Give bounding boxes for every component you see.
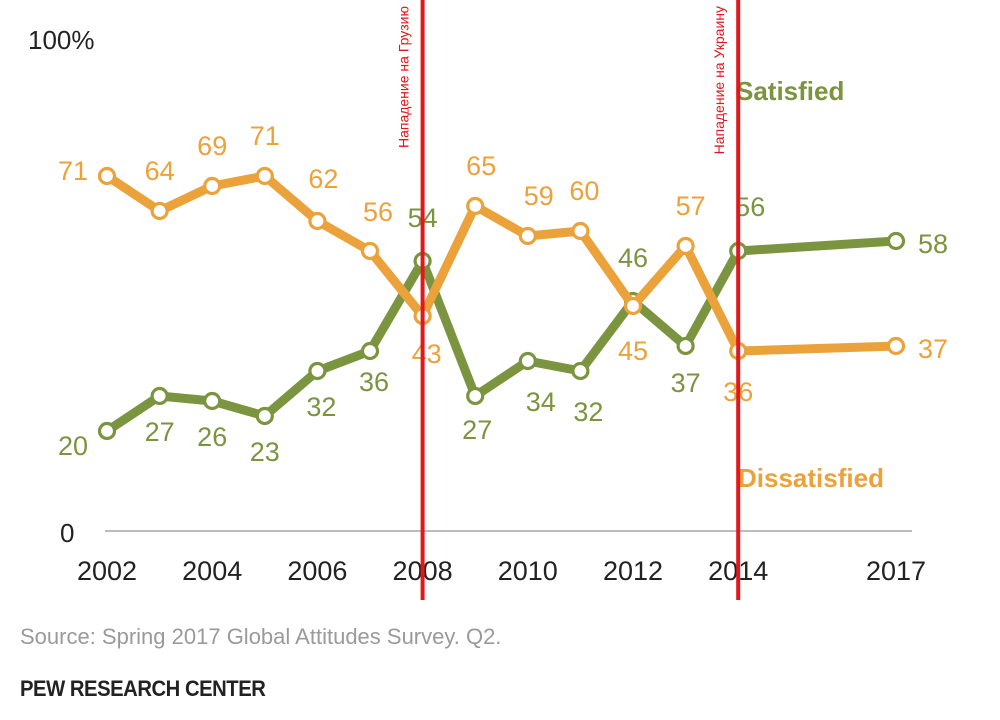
satisfied-point: [203, 391, 222, 411]
dissatisfied-point: [518, 226, 537, 246]
source-note: Source: Spring 2017 Global Attitudes Sur…: [20, 624, 502, 649]
dissatisfied-data-label: 43: [412, 339, 442, 369]
y-axis-top-label: 100%: [28, 25, 95, 55]
annotation-label-2014: Нападение на Украину: [711, 6, 727, 154]
satisfied-data-label: 26: [197, 422, 227, 452]
dissatisfied-point: [623, 296, 643, 316]
dissatisfied-data-label: 71: [58, 156, 88, 186]
satisfied-data-label: 27: [462, 415, 492, 445]
satisfied-point: [886, 231, 906, 251]
satisfied-data-label: 34: [526, 387, 556, 417]
satisfied-data-label: 23: [250, 437, 280, 467]
dissatisfied-data-label: 65: [466, 151, 496, 181]
satisfied-line: [102, 236, 901, 436]
dissatisfied-point: [308, 211, 327, 231]
dissatisfied-point: [203, 176, 222, 196]
satisfied-point: [150, 386, 169, 406]
dissatisfied-data-label: 45: [618, 336, 648, 366]
x-tick-label: 2002: [77, 556, 137, 586]
satisfied-point: [466, 386, 485, 406]
dissatisfied-data-label: 59: [524, 181, 554, 211]
x-tick-label: 2004: [182, 556, 242, 586]
dissatisfied-line: [102, 171, 901, 356]
satisfied-data-label: 32: [573, 397, 603, 427]
dissatisfied-data-label: 64: [145, 156, 175, 186]
x-tick-label: 2010: [498, 556, 558, 586]
annotation-label-2008: Нападение на Грузию: [396, 6, 412, 148]
satisfied-point: [360, 341, 380, 361]
dissatisfied-point: [466, 196, 485, 216]
satisfied-point: [97, 421, 117, 441]
satisfied-data-label: 37: [671, 368, 701, 398]
dissatisfied-point: [886, 336, 906, 356]
dissatisfied-data-label: 37: [918, 334, 948, 364]
satisfied-point: [308, 361, 327, 381]
dissatisfied-data-label: 57: [676, 191, 706, 221]
y-axis-zero-label: 0: [60, 518, 74, 548]
satisfied-point: [571, 361, 590, 381]
satisfied-series-label: Satisfied: [736, 76, 844, 106]
dissatisfied-point: [150, 201, 169, 221]
organization-logo: PEW RESEARCH CENTER: [20, 676, 266, 701]
dissatisfied-point: [97, 166, 117, 186]
x-tick-label: 2012: [603, 556, 663, 586]
satisfied-point: [676, 336, 695, 356]
dissatisfied-point: [255, 166, 274, 186]
satisfied-point: [518, 351, 537, 371]
dissatisfied-point: [360, 241, 380, 261]
dissatisfied-data-label: 56: [363, 197, 393, 227]
satisfied-data-label: 58: [918, 229, 948, 259]
dissatisfied-data-label: 60: [569, 176, 599, 206]
satisfied-data-label: 32: [306, 392, 336, 422]
satisfied-data-label: 20: [58, 431, 88, 461]
dissatisfied-point: [571, 221, 590, 241]
dissatisfied-data-label: 71: [250, 121, 280, 151]
x-tick-label: 2006: [287, 556, 347, 586]
satisfied-data-label: 46: [618, 243, 648, 273]
dissatisfied-series-label: Dissatisfied: [738, 463, 884, 493]
satisfied-point: [255, 406, 274, 426]
satisfied-data-label: 36: [359, 367, 389, 397]
dissatisfied-data-label: 62: [308, 164, 338, 194]
line-chart: 100% 0 20022004200620082010201220142017 …: [28, 0, 948, 600]
x-tick-label: 2017: [866, 556, 926, 586]
satisfied-data-label: 27: [145, 417, 175, 447]
dissatisfied-data-label: 69: [197, 131, 227, 161]
dissatisfied-point: [676, 236, 695, 256]
